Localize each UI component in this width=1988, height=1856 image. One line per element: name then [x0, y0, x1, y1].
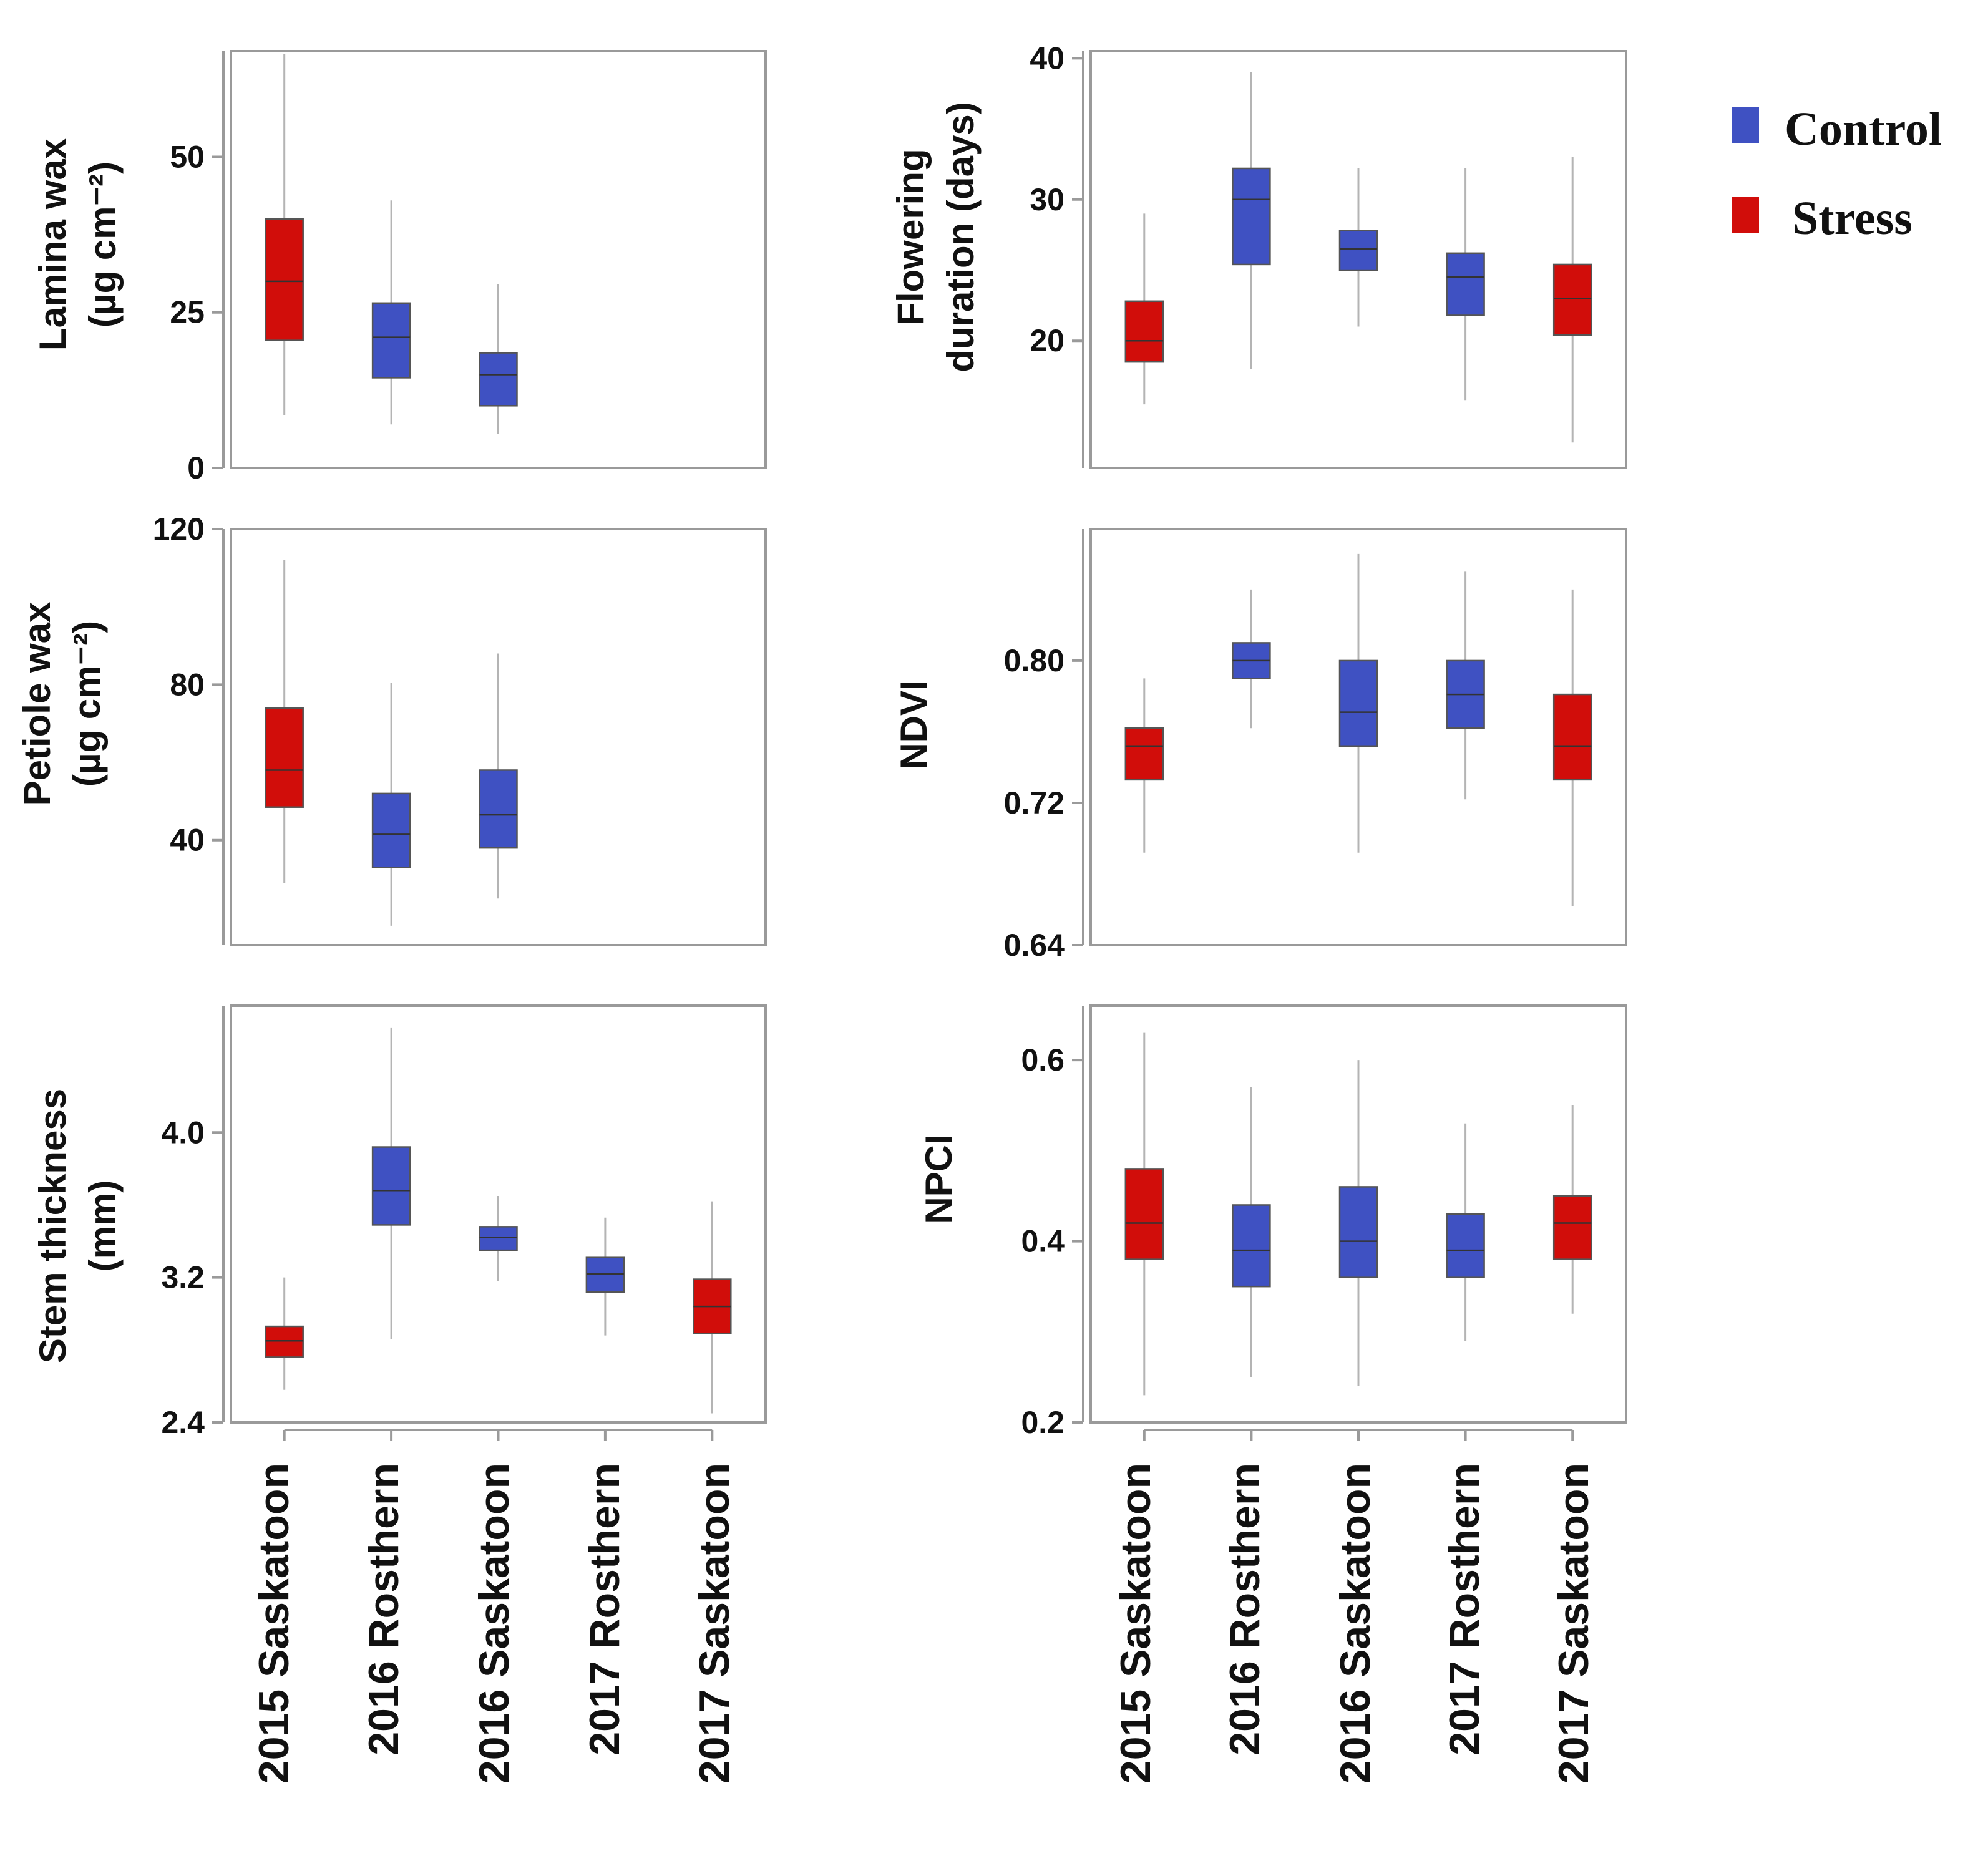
legend-swatch-stress — [1732, 197, 1759, 233]
panel-lamina-wax: Lamina wax (µg cm⁻²) — [32, 138, 124, 351]
ylabel-line-1: Lamina wax — [32, 138, 74, 351]
y-tick-label: 0.64 — [1004, 928, 1065, 963]
ylabel-line-1: Flowering — [890, 148, 932, 325]
box-control — [1446, 1213, 1485, 1278]
y-tick-label: 30 — [1030, 182, 1065, 217]
box-control — [1232, 1204, 1271, 1288]
plot-frame — [1089, 528, 1627, 946]
y-tick-label: 0 — [187, 450, 205, 485]
box-stress — [1552, 1195, 1592, 1260]
box-stress — [1124, 1168, 1164, 1260]
box-control — [585, 1256, 625, 1293]
y-tick-label: 0.72 — [1004, 785, 1065, 820]
y-tick-label: 50 — [170, 139, 205, 174]
panel-ndvi: NDVI — [893, 680, 935, 769]
category-label: 2016 Saskatoon — [1332, 1463, 1379, 1784]
chart-panel: 20 30 40 — [1030, 41, 1627, 469]
box-control — [371, 302, 411, 379]
chart-panel: 0.64 0.72 0.80 — [1004, 528, 1627, 963]
y-tick-label: 25 — [170, 295, 205, 330]
category-label: 2016 Rosthern — [1221, 1463, 1269, 1756]
panel-flowering-duration: Flowering duration (days) — [890, 102, 982, 372]
chart-panel: 0 25 50 — [170, 50, 767, 485]
legend: Control Stress — [1732, 103, 1942, 245]
ylabel-line-2: (µg cm⁻²) — [66, 621, 108, 787]
category-label: 2016 Saskatoon — [470, 1463, 518, 1784]
category-label: 2015 Saskatoon — [1112, 1463, 1159, 1784]
box-control — [479, 1226, 518, 1251]
category-label: 2017 Saskatoon — [1550, 1463, 1597, 1784]
panel-petiole-wax: Petiole wax (µg cm⁻²) — [16, 602, 108, 806]
box-stress — [1124, 300, 1164, 363]
y-tick-label: 80 — [170, 667, 205, 702]
ylabel-line-2: duration (days) — [940, 102, 982, 372]
y-tick-label: 40 — [1030, 41, 1065, 75]
plot-frame — [1089, 1004, 1627, 1424]
chart-panel: 40 80 120 — [153, 512, 767, 946]
box-stress — [265, 707, 304, 808]
legend-label-control: Control — [1785, 103, 1942, 155]
y-tick-label: 4.0 — [161, 1115, 205, 1150]
y-tick-label: 120 — [153, 512, 205, 547]
box-control — [1338, 659, 1378, 747]
y-tick-label: 0.4 — [1021, 1224, 1065, 1259]
box-stress — [1552, 263, 1592, 336]
panel-stem-thickness: Stem thickness (mm) — [32, 1089, 124, 1363]
ylabel-line-2: (µg cm⁻²) — [82, 162, 124, 328]
y-tick-label: 2.4 — [161, 1405, 205, 1440]
plot-frame — [230, 1004, 767, 1424]
box-control — [371, 1146, 411, 1226]
box-control — [1338, 1186, 1378, 1278]
ylabel-line-2: (mm) — [82, 1180, 124, 1272]
y-tick-label: 0.2 — [1021, 1405, 1065, 1440]
x-category-labels-right: 2015 Saskatoon 2016 Rosthern 2016 Saskat… — [1112, 1463, 1597, 1784]
box-stress — [1124, 727, 1164, 781]
category-label: 2017 Rosthern — [1441, 1463, 1488, 1756]
box-control — [479, 769, 518, 849]
y-tick-label: 20 — [1030, 323, 1065, 358]
plot-frame — [230, 528, 767, 946]
box-stress — [265, 218, 304, 341]
category-label: 2017 Saskatoon — [691, 1463, 738, 1784]
plot-frame — [1089, 50, 1627, 469]
legend-swatch-control — [1732, 107, 1759, 143]
ylabel-line-1: Stem thickness — [32, 1089, 74, 1363]
chart-panel: 2.4 3.2 4.0 — [161, 1004, 767, 1441]
ylabel-line-1: NPCI — [918, 1134, 960, 1223]
chart-panel: 0.2 0.4 0.6 — [1021, 1004, 1627, 1441]
panel-npci: NPCI — [918, 1134, 960, 1223]
box-control — [1338, 230, 1378, 271]
legend-label-stress: Stress — [1792, 192, 1912, 245]
y-tick-label: 40 — [170, 823, 205, 858]
box-control — [1446, 252, 1485, 316]
ylabel-line-1: NDVI — [893, 680, 935, 769]
ylabel-line-1: Petiole wax — [16, 602, 58, 806]
box-control — [479, 352, 518, 407]
box-control — [1232, 167, 1271, 266]
box-stress — [1552, 693, 1592, 781]
box-control — [371, 792, 411, 868]
y-tick-label: 0.6 — [1021, 1042, 1065, 1077]
category-label: 2016 Rosthern — [360, 1463, 407, 1756]
y-tick-label: 0.80 — [1004, 643, 1065, 678]
x-category-labels-left: 2015 Saskatoon 2016 Rosthern 2016 Saskat… — [250, 1463, 738, 1784]
y-tick-label: 3.2 — [161, 1260, 205, 1295]
plot-area: 0 25 50 20 30 40 40 80 120 0.64 0.72 0.80 2.4 3.2 4.0 0… — [153, 41, 1627, 1441]
plot-frame — [230, 50, 767, 469]
box-stress — [265, 1325, 304, 1358]
category-label: 2015 Saskatoon — [250, 1463, 298, 1784]
category-label: 2017 Rosthern — [581, 1463, 628, 1756]
